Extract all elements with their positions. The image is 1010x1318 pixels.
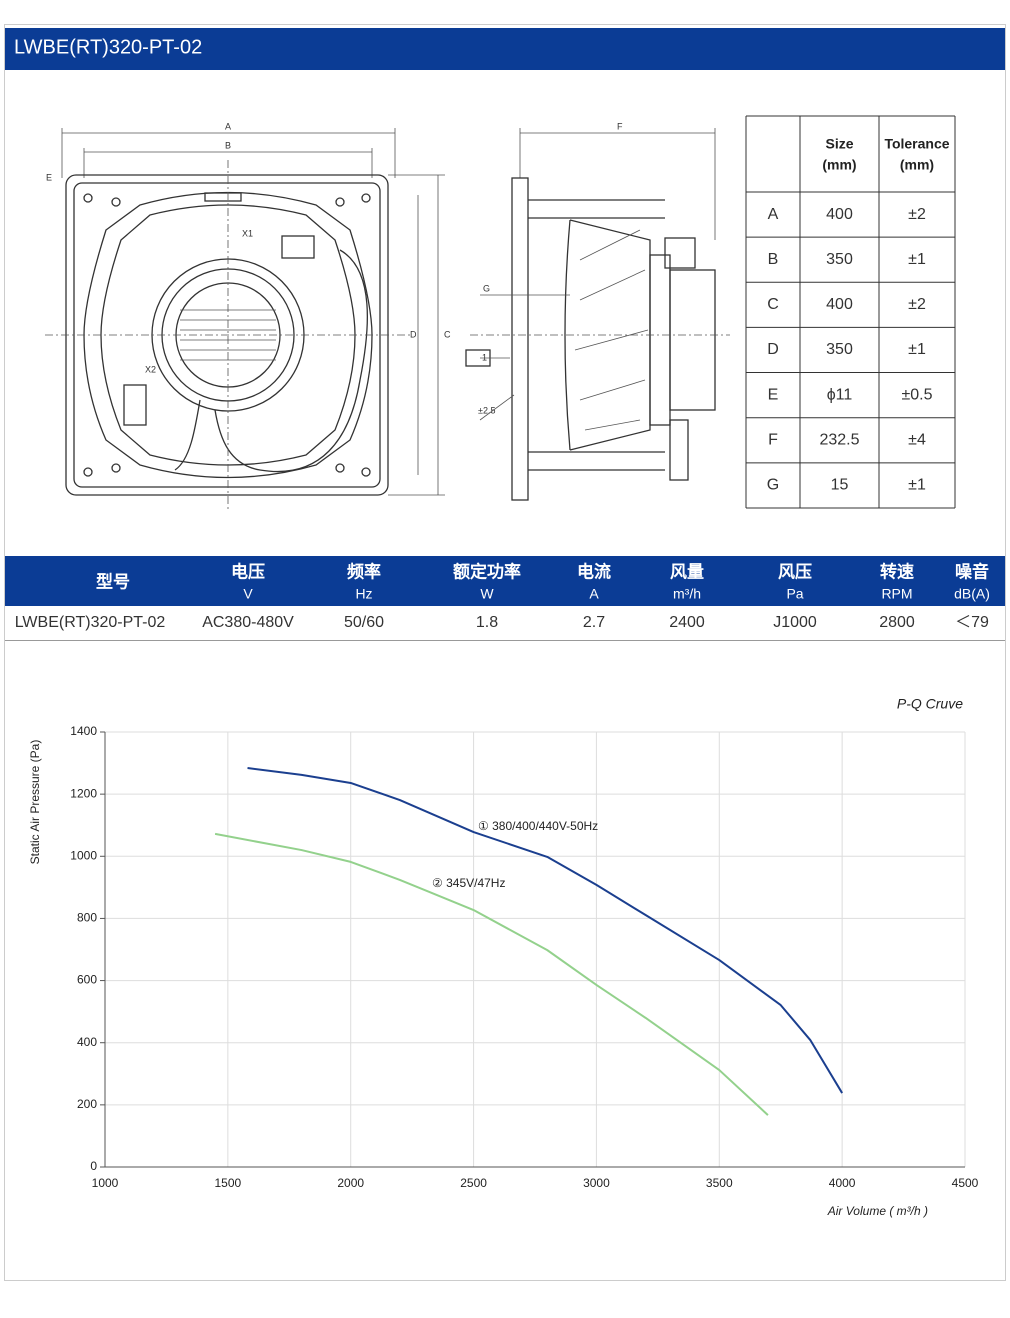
column-header: Size (825, 136, 853, 152)
y-axis-label: Static Air Pressure (Pa) (28, 740, 42, 865)
table-cell: AC380-480V (202, 614, 294, 631)
column-unit: RPM (881, 586, 912, 602)
column-header: 风量 (670, 561, 704, 581)
y-tick-label: 1400 (70, 724, 97, 738)
column-header: 电流 (577, 561, 611, 581)
drawing-front (45, 128, 445, 510)
table-cell: ϕ11 (827, 386, 853, 403)
table-cell: A (768, 206, 779, 223)
table-cell: ±1 (908, 477, 926, 494)
x-tick-label: 1000 (92, 1176, 119, 1190)
x-tick-label: 2500 (460, 1176, 487, 1190)
table-cell: 232.5 (819, 431, 859, 448)
table-header-bar (5, 556, 1005, 606)
drawing-label: C (444, 329, 451, 339)
table-cell: ±4 (908, 431, 926, 448)
table-cell: J1000 (773, 614, 817, 631)
drawing-label: B (225, 140, 231, 150)
table-cell: 2400 (669, 614, 705, 631)
column-unit: A (589, 586, 599, 602)
column-unit: m³/h (673, 586, 701, 602)
spec-table: 型号 电压 V 频率 Hz 额定功率 W 电流 A 风量 m³/h 风压 Pa 转速 RPM 噪音 dB(A) L… (5, 556, 1005, 641)
column-unit: Hz (355, 586, 372, 602)
drawing-side (465, 128, 730, 501)
y-tick-label: 1200 (70, 786, 97, 800)
drawing-label: X2 (145, 364, 156, 374)
frame (4, 24, 1006, 1281)
table-cell: 1.8 (476, 614, 498, 631)
table-cell: 2.7 (583, 614, 605, 631)
x-axis-label: Air Volume ( m³/h ) (827, 1204, 928, 1218)
x-tick-label: 4500 (952, 1176, 979, 1190)
column-header: 噪音 (955, 561, 989, 581)
chart: 1000 1500 2000 2500 3000 3500 4000 4500 0 200 400 6… (28, 696, 978, 1218)
drawing-label: ±2.5 (478, 405, 495, 415)
table-cell: E (768, 386, 779, 403)
column-header: Tolerance (884, 136, 949, 152)
table-cell: ±0.5 (901, 386, 932, 403)
y-tick-label: 1000 (70, 848, 97, 862)
drawing-label: X1 (242, 228, 253, 238)
column-unit: (mm) (900, 157, 934, 173)
column-unit: W (480, 586, 494, 602)
column-unit: V (243, 586, 253, 602)
table-cell: LWBE(RT)320-PT-02 (15, 614, 166, 631)
drawing-label: 1 (482, 352, 487, 362)
table-cell: ±1 (908, 251, 926, 268)
table-cell: B (768, 251, 779, 268)
table-cell: D (767, 341, 779, 358)
column-unit: dB(A) (954, 586, 990, 602)
table-cell: F (768, 431, 778, 448)
drawing-label: F (617, 121, 623, 131)
table-cell: G (767, 477, 779, 494)
drawing-label: D (410, 329, 417, 339)
column-unit: Pa (786, 586, 803, 602)
series-label: ① 380/400/440V-50Hz (478, 819, 598, 833)
x-tick-label: 4000 (829, 1176, 856, 1190)
table-cell: 350 (826, 341, 853, 358)
table-cell: ＜79 (955, 614, 989, 631)
table-cell: ±1 (908, 341, 926, 358)
x-tick-label: 2000 (337, 1176, 364, 1190)
drawing-label: G (483, 283, 490, 293)
data-line (214, 832, 769, 1116)
header-title: LWBE(RT)320-PT-02 (14, 36, 202, 58)
series-label: ② 345V/47Hz (432, 876, 505, 890)
x-tick-label: 1500 (215, 1176, 242, 1190)
column-unit: (mm) (822, 157, 856, 173)
table-cell: ±2 (908, 206, 926, 223)
y-tick-label: 200 (77, 1097, 97, 1111)
y-tick-label: 400 (77, 1035, 97, 1049)
column-header: 型号 (96, 571, 130, 591)
table-cell: 15 (831, 477, 849, 494)
column-header: 电压 (231, 561, 265, 581)
column-header: 风压 (778, 562, 812, 581)
y-tick-label: 600 (77, 973, 97, 987)
drawing-label: A (225, 121, 231, 131)
table-cell: ±2 (908, 296, 926, 313)
data-line (247, 767, 844, 1094)
drawing-label: E (46, 172, 52, 182)
column-header: 额定功率 (453, 561, 521, 581)
table-cell: 2800 (879, 614, 915, 631)
chart-title: P-Q Cruve (897, 696, 963, 712)
x-tick-label: 3500 (706, 1176, 733, 1190)
table-cell: 350 (826, 251, 853, 268)
table-cell: 50/60 (344, 614, 384, 631)
dimension-table: Size (mm) Tolerance (mm) A 400 ±2 B 350 ±1 C 400 ±2 D… (745, 115, 956, 509)
x-tick-label: 3000 (583, 1176, 610, 1190)
header-bar (5, 28, 1005, 70)
column-header: 转速 (880, 561, 914, 581)
table-cell: 400 (826, 296, 853, 313)
y-tick-label: 800 (77, 911, 97, 925)
table-cell: C (767, 296, 779, 313)
table-cell: 400 (826, 206, 853, 223)
y-tick-label: 0 (90, 1159, 97, 1173)
column-header: 频率 (347, 561, 381, 581)
